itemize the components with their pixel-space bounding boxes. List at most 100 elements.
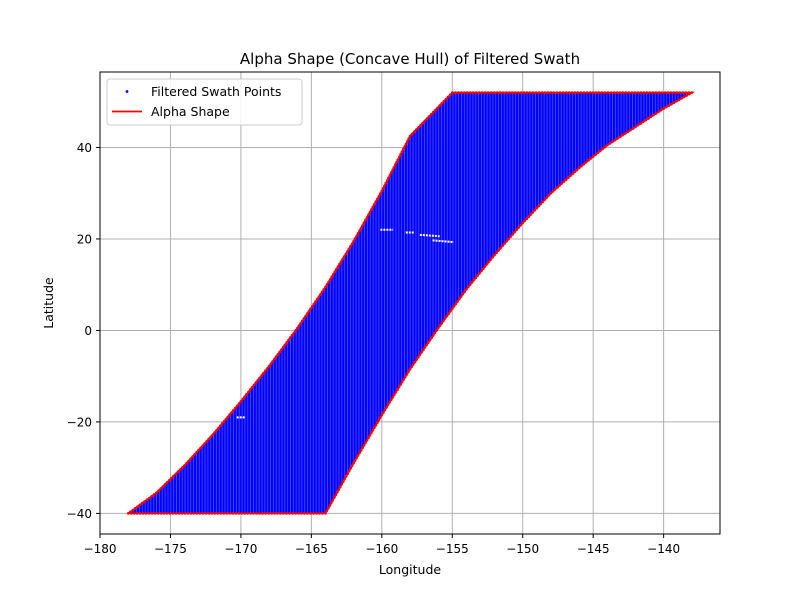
alpha-shape-vertex bbox=[495, 91, 499, 94]
legend: Filtered Swath Points Alpha Shape bbox=[106, 78, 303, 126]
alpha-shape-vertex bbox=[157, 489, 160, 493]
alpha-shape-vertex bbox=[468, 91, 472, 94]
alpha-shape-vertex bbox=[547, 194, 551, 197]
alpha-shape-vertex bbox=[405, 373, 409, 376]
alpha-shape-vertex bbox=[138, 512, 142, 515]
alpha-shape-vertex bbox=[237, 402, 241, 405]
alpha-shape-vertex bbox=[483, 91, 487, 94]
alpha-shape-vertex bbox=[660, 91, 664, 94]
alpha-shape-vertex bbox=[264, 512, 268, 515]
alpha-shape-vertex bbox=[487, 260, 491, 264]
alpha-shape-vertex bbox=[556, 186, 559, 189]
alpha-shape-vertex bbox=[573, 170, 577, 174]
alpha-shape-vertex bbox=[352, 239, 355, 243]
alpha-shape-vertex bbox=[379, 192, 382, 195]
alpha-shape-vertex bbox=[451, 307, 454, 311]
alpha-shape-vertex bbox=[585, 91, 589, 94]
alpha-shape-vertex bbox=[669, 91, 673, 94]
alpha-shape-vertex bbox=[371, 428, 375, 432]
alpha-shape-vertex bbox=[215, 429, 218, 432]
alpha-shape-vertex bbox=[148, 496, 151, 500]
alpha-shape-vertex bbox=[623, 132, 627, 135]
alpha-shape-vertex bbox=[237, 512, 241, 515]
alpha-shape-vertex bbox=[300, 512, 303, 515]
alpha-shape-vertex bbox=[144, 512, 148, 515]
alpha-shape-vertex bbox=[269, 362, 273, 366]
alpha-shape-vertex bbox=[321, 512, 324, 515]
alpha-shape-vertex bbox=[294, 329, 297, 332]
alpha-shape-vertex bbox=[324, 285, 327, 289]
alpha-shape-vertex bbox=[501, 244, 504, 248]
alpha-shape-vertex bbox=[582, 162, 586, 166]
alpha-shape-vertex bbox=[408, 134, 412, 138]
alpha-shape-vertex bbox=[231, 512, 235, 515]
alpha-shape-vertex bbox=[131, 508, 135, 512]
alpha-shape-vertex bbox=[228, 512, 232, 515]
alpha-shape-vertex bbox=[534, 91, 538, 94]
alpha-shape-vertex bbox=[460, 91, 463, 94]
alpha-shape-vertex bbox=[333, 270, 337, 274]
alpha-shape-vertex bbox=[543, 198, 547, 201]
alpha-shape-vertex bbox=[336, 265, 340, 269]
alpha-shape-vertex bbox=[406, 140, 409, 143]
alpha-shape-vertex bbox=[327, 280, 330, 284]
legend-marker-points bbox=[125, 90, 129, 93]
alpha-shape-vertex bbox=[507, 237, 510, 241]
alpha-shape-vertex bbox=[537, 204, 541, 208]
alpha-shape-vertex bbox=[654, 112, 658, 115]
alpha-shape-vertex bbox=[163, 483, 167, 486]
alpha-shape-vertex bbox=[684, 91, 688, 94]
alpha-shape-vertex bbox=[168, 478, 171, 482]
alpha-shape-vertex bbox=[621, 133, 624, 137]
alpha-shape-vertex bbox=[415, 128, 418, 131]
alpha-shape-vertex bbox=[647, 117, 650, 120]
alpha-shape-vertex bbox=[417, 355, 420, 359]
alpha-shape-vertex bbox=[535, 206, 539, 210]
alpha-shape-vertex bbox=[273, 357, 276, 361]
alpha-shape-vertex bbox=[361, 224, 364, 227]
alpha-shape-vertex bbox=[438, 324, 442, 328]
alpha-shape-vertex bbox=[630, 91, 634, 94]
alpha-shape-vertex bbox=[493, 253, 496, 257]
alpha-shape-vertex bbox=[657, 110, 660, 114]
alpha-shape-vertex bbox=[294, 512, 297, 515]
alpha-shape-vertex bbox=[397, 385, 401, 389]
alpha-shape-vertex bbox=[355, 456, 358, 460]
alpha-shape-vertex bbox=[312, 302, 316, 306]
alpha-shape-vertex bbox=[382, 411, 385, 414]
alpha-shape-vertex bbox=[217, 426, 220, 430]
alpha-shape-vertex bbox=[442, 319, 445, 323]
alpha-shape-vertex bbox=[344, 475, 348, 478]
alpha-shape-vertex bbox=[339, 260, 343, 263]
alpha-shape-vertex bbox=[618, 135, 622, 139]
alpha-shape-vertex bbox=[339, 485, 342, 489]
alpha-shape-vertex bbox=[189, 512, 193, 515]
alpha-shape-vertex bbox=[338, 262, 341, 266]
alpha-shape-vertex bbox=[443, 317, 447, 320]
alpha-shape-vertex bbox=[342, 480, 345, 483]
alpha-shape-vertex bbox=[356, 454, 360, 457]
alpha-shape-vertex bbox=[471, 91, 475, 94]
alpha-shape-vertex bbox=[463, 91, 466, 94]
alpha-shape-vertex bbox=[459, 295, 463, 298]
alpha-shape-vertex bbox=[663, 91, 667, 94]
alpha-shape-vertex bbox=[213, 431, 216, 434]
alpha-shape-vertex bbox=[596, 151, 600, 155]
alpha-shape-vertex bbox=[222, 512, 226, 515]
alpha-shape-vertex bbox=[413, 360, 417, 364]
alpha-shape-vertex bbox=[333, 496, 336, 499]
alpha-shape-vertex bbox=[458, 297, 461, 301]
alpha-shape-vertex bbox=[374, 200, 378, 203]
alpha-shape-vertex bbox=[201, 444, 204, 448]
alpha-shape-vertex bbox=[570, 91, 574, 94]
alpha-shape-vertex bbox=[133, 507, 137, 510]
alpha-shape-vertex bbox=[419, 123, 422, 127]
alpha-shape-vertex bbox=[425, 343, 428, 347]
alpha-shape-vertex bbox=[485, 262, 489, 266]
alpha-shape-vertex bbox=[539, 202, 543, 206]
alpha-shape-vertex bbox=[639, 122, 642, 125]
alpha-shape-vertex bbox=[549, 91, 553, 94]
alpha-shape-vertex bbox=[428, 339, 432, 342]
alpha-shape-vertex bbox=[562, 180, 566, 183]
